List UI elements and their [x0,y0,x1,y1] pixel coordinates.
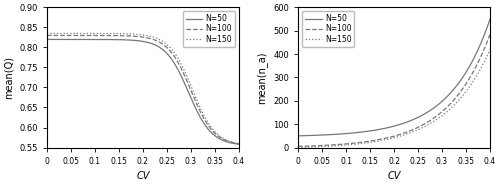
N=100 [412,127,418,130]
N=100 [158,42,164,44]
N=150 [44,32,50,35]
N=50 [412,117,418,120]
N=100 [469,73,475,75]
N=100 [206,125,212,127]
N=100 [295,145,301,147]
N=50 [410,119,416,121]
N=50 [296,135,302,137]
N=100 [487,33,493,35]
Line: N=150: N=150 [47,33,239,144]
Line: N=100: N=100 [298,34,490,146]
N=100 [236,143,242,145]
N=150 [218,136,224,138]
Line: N=50: N=50 [47,39,239,144]
N=100 [408,129,414,131]
N=150 [295,146,301,149]
Line: N=150: N=150 [298,49,490,147]
N=50 [162,50,168,52]
N=150 [158,39,164,42]
N=150 [162,41,168,44]
Line: N=100: N=100 [47,35,239,144]
N=150 [457,98,463,100]
N=50 [295,135,301,137]
N=150 [206,123,212,125]
N=50 [206,129,212,131]
N=50 [457,80,463,83]
N=150 [236,142,242,145]
N=150 [412,130,418,132]
N=150 [487,48,493,51]
N=50 [236,143,242,145]
N=50 [469,61,475,63]
N=100 [410,129,416,131]
Y-axis label: mean(n_a): mean(n_a) [256,51,268,104]
Legend: N=50, N=100, N=150: N=50, N=100, N=150 [182,11,235,47]
N=100 [158,42,164,44]
N=50 [158,47,164,49]
N=50 [158,47,164,50]
N=50 [408,119,414,121]
Line: N=50: N=50 [298,19,490,136]
N=150 [469,82,475,84]
N=150 [410,131,416,133]
N=150 [408,131,414,133]
N=50 [218,138,224,141]
N=150 [44,32,51,35]
Legend: N=50, N=100, N=150: N=50, N=100, N=150 [302,11,354,47]
N=50 [487,18,493,20]
N=100 [44,34,51,36]
N=150 [158,39,164,41]
N=50 [44,38,51,41]
N=150 [296,146,302,149]
N=100 [296,145,302,147]
N=50 [44,38,50,41]
N=100 [162,44,168,47]
X-axis label: CV: CV [136,171,149,181]
N=100 [457,91,463,94]
N=100 [218,137,224,139]
N=100 [44,34,50,36]
X-axis label: CV: CV [388,171,400,181]
Y-axis label: mean(Q): mean(Q) [4,56,14,99]
